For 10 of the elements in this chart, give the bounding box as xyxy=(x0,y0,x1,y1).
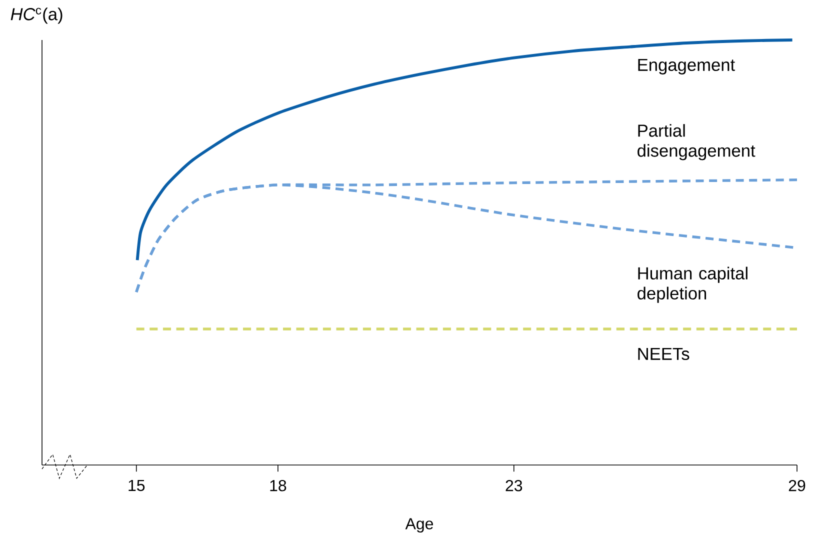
x-tick-label: 29 xyxy=(788,480,806,492)
x-tick-label: 18 xyxy=(270,480,286,492)
series-label: Partial disengagement xyxy=(638,124,756,160)
series-label: Engagement xyxy=(638,58,735,74)
x-tick-label: 15 xyxy=(128,480,145,492)
series-label: Human capital depletion xyxy=(638,266,748,303)
y-axis-title: HC$^{c}$(a) xyxy=(10,8,62,24)
x-axis-title: Age xyxy=(405,518,434,533)
x-tick-label: 23 xyxy=(506,480,522,492)
series-label: NEETs xyxy=(638,348,690,360)
